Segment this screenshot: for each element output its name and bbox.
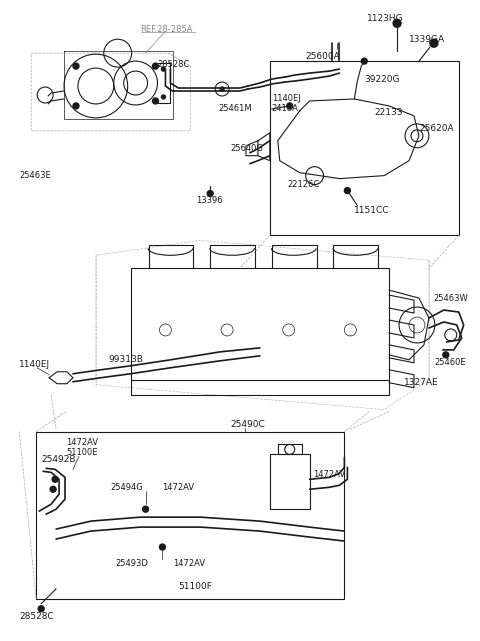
Circle shape [73,63,79,69]
Circle shape [143,506,148,512]
Circle shape [361,58,367,64]
Circle shape [207,190,213,197]
Text: 1472AV: 1472AV [162,483,194,492]
Circle shape [220,87,224,91]
Text: 25490C: 25490C [230,420,265,429]
Circle shape [430,39,438,47]
Text: 1472AV: 1472AV [313,470,346,479]
Text: 1472AV: 1472AV [66,438,98,447]
Bar [36,431,344,599]
Text: 28528C: 28528C [157,60,190,69]
Circle shape [344,188,350,194]
Text: 1472AV: 1472AV [173,560,205,569]
Text: REF.28-285A: REF.28-285A [141,25,193,34]
Circle shape [161,67,166,71]
Circle shape [159,544,166,550]
Text: 25460E: 25460E [435,358,467,367]
Text: 28528C: 28528C [19,612,54,621]
Text: 25461M: 25461M [218,104,252,113]
Text: 25640G: 25640G [230,144,263,153]
Circle shape [153,98,158,104]
Text: 1123HG: 1123HG [367,14,404,23]
Text: 1140EJ: 1140EJ [272,94,300,103]
Text: 1339GA: 1339GA [409,35,445,44]
Text: 22126C: 22126C [288,180,320,189]
Circle shape [161,95,166,99]
Circle shape [38,606,44,612]
Text: 22133: 22133 [374,108,403,117]
Text: 2418A: 2418A [272,104,299,113]
Circle shape [73,103,79,109]
Text: 25600A: 25600A [306,52,340,61]
Text: 25463W: 25463W [434,294,468,303]
Bar [270,61,459,235]
Text: 99313B: 99313B [109,355,144,364]
Text: 13396: 13396 [196,196,223,205]
Circle shape [287,103,293,109]
Circle shape [52,476,58,482]
Circle shape [393,19,401,28]
Text: 1327AE: 1327AE [404,378,439,387]
Text: 25620A: 25620A [419,124,454,133]
Text: 1140EJ: 1140EJ [19,360,50,369]
Text: 39220G: 39220G [364,74,400,83]
Circle shape [443,352,449,358]
Text: 1151CC: 1151CC [354,206,390,215]
Circle shape [153,63,158,69]
Text: 51100E: 51100E [66,448,97,457]
Text: 25463E: 25463E [19,171,51,180]
Text: 25494G: 25494G [111,483,144,492]
Text: 51100F: 51100F [179,582,212,592]
Text: 25492B: 25492B [41,455,76,464]
Text: 25493D: 25493D [116,560,149,569]
Circle shape [50,487,56,492]
